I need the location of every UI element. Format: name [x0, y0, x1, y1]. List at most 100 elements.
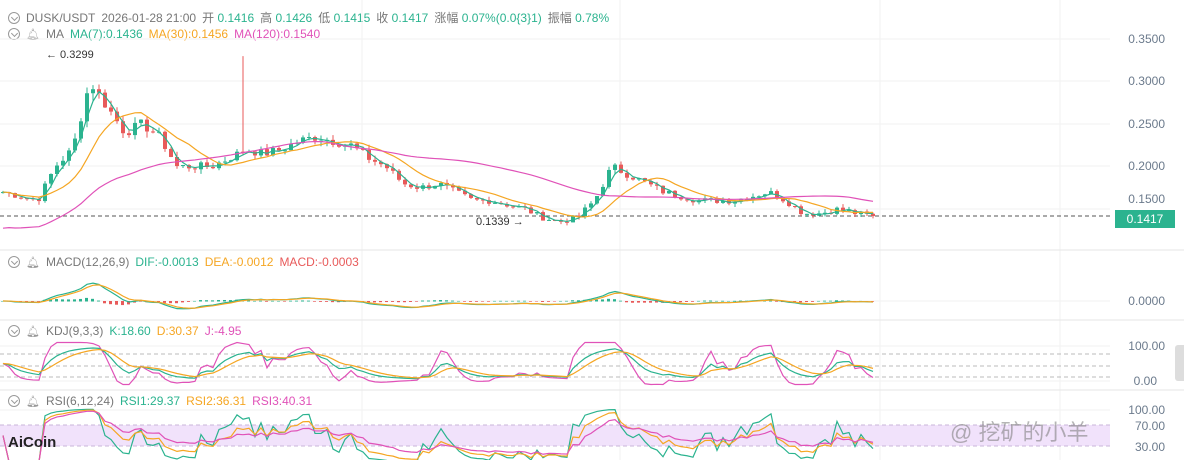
candle [577, 215, 581, 217]
candle [133, 122, 137, 136]
d-line [2, 348, 874, 379]
price-tick: 0.2000 [1128, 159, 1165, 173]
rsi1-line [2, 408, 874, 460]
candle [733, 201, 737, 204]
ma120-line [2, 140, 874, 229]
candle [505, 204, 509, 207]
kdj-legend: 🔔︎ KDJ(9,3,3) K:18.60 D:30.37 J:-4.95 [8, 324, 241, 338]
aicoin-logo: AiCoin [8, 434, 57, 451]
symbol-header: DUSK/USDT 2026-01-28 21:00 开 0.1416 高 0.… [8, 9, 609, 26]
low-annotation: 0.1339 → [476, 216, 524, 228]
candle [277, 147, 281, 151]
macd-bar [775, 301, 778, 302]
collapse-icon[interactable] [8, 11, 20, 24]
price-tick: 0.1500 [1128, 192, 1165, 206]
macd-bar [271, 300, 274, 302]
macd-bar [91, 298, 94, 302]
macd-bar [823, 300, 826, 302]
macd-bar [733, 300, 736, 302]
candle [547, 219, 551, 221]
amp-label: 振幅 [547, 11, 572, 25]
macd-bar [115, 301, 118, 305]
j-value: J:-4.95 [204, 324, 242, 338]
panel-toggle-handle[interactable] [1175, 345, 1184, 381]
bell-icon[interactable]: 🔔︎ [26, 325, 40, 338]
macd-bar [73, 299, 76, 302]
candle [373, 159, 377, 162]
macd-bar [37, 301, 40, 302]
macd-bar [109, 301, 112, 305]
bell-icon[interactable]: 🔔︎ [26, 256, 40, 269]
amplitude: 0.78% [575, 11, 610, 25]
rsi1-value: RSI1:29.37 [120, 394, 181, 408]
macd-bar [367, 301, 370, 303]
candle [403, 179, 407, 185]
candle [541, 212, 545, 221]
bell-icon[interactable]: 🔔︎ [26, 28, 40, 41]
candle [787, 201, 791, 207]
macd-bar [601, 299, 604, 302]
macd-bar [103, 301, 106, 304]
candle [115, 111, 119, 122]
d-value: D:30.37 [156, 324, 199, 338]
candle [451, 185, 455, 188]
candle [379, 161, 383, 165]
macd-bar [523, 300, 526, 302]
macd-bar [625, 301, 628, 303]
macd-bar [739, 300, 742, 302]
macd-bar [769, 300, 772, 302]
candle [181, 165, 185, 167]
candle [529, 207, 533, 214]
macd-bar [61, 299, 64, 302]
macd-bar [325, 301, 328, 302]
collapse-icon[interactable] [8, 325, 20, 337]
price-tick: 0.3500 [1128, 32, 1165, 46]
candle [439, 182, 443, 186]
macd-bar [565, 300, 568, 302]
macd-bar [637, 301, 640, 303]
candle [769, 191, 773, 195]
macd-bar [415, 301, 418, 302]
candle [415, 187, 419, 189]
macd-bar [697, 300, 700, 302]
high-annotation: ← 0.3299 [46, 49, 94, 61]
macd-bar [409, 301, 412, 302]
collapse-icon[interactable] [8, 395, 20, 407]
candle [691, 200, 695, 203]
candle [265, 149, 269, 156]
candle [667, 190, 671, 194]
macd-bar [421, 300, 424, 302]
macd-bar [529, 301, 532, 302]
macd-bar [157, 301, 160, 302]
collapse-icon[interactable] [8, 256, 20, 268]
rsi2-line [2, 409, 874, 460]
macd-bar [55, 299, 58, 302]
macd-bar [217, 299, 220, 302]
macd-bar [49, 299, 52, 302]
candle [805, 213, 809, 215]
macd-bar [391, 301, 394, 302]
macd-bar [715, 300, 718, 302]
candle [589, 203, 593, 208]
candle [55, 165, 59, 174]
candle [427, 185, 431, 189]
candle [163, 131, 167, 149]
candle [601, 186, 605, 197]
candle [151, 131, 155, 133]
macd-bar [127, 301, 130, 305]
macd-bar [499, 300, 502, 302]
macd-bar [169, 301, 172, 304]
dea-line [2, 284, 874, 309]
macd-bar [649, 301, 652, 303]
candle [793, 206, 797, 208]
candle [61, 160, 65, 166]
macd-bar [643, 301, 646, 303]
candle [649, 181, 653, 185]
candle [367, 149, 371, 160]
macd-bar [427, 300, 430, 302]
ma30-line [2, 112, 874, 218]
candle [661, 185, 665, 194]
bell-icon[interactable]: 🔔︎ [26, 395, 40, 408]
macd-bar [385, 301, 388, 303]
